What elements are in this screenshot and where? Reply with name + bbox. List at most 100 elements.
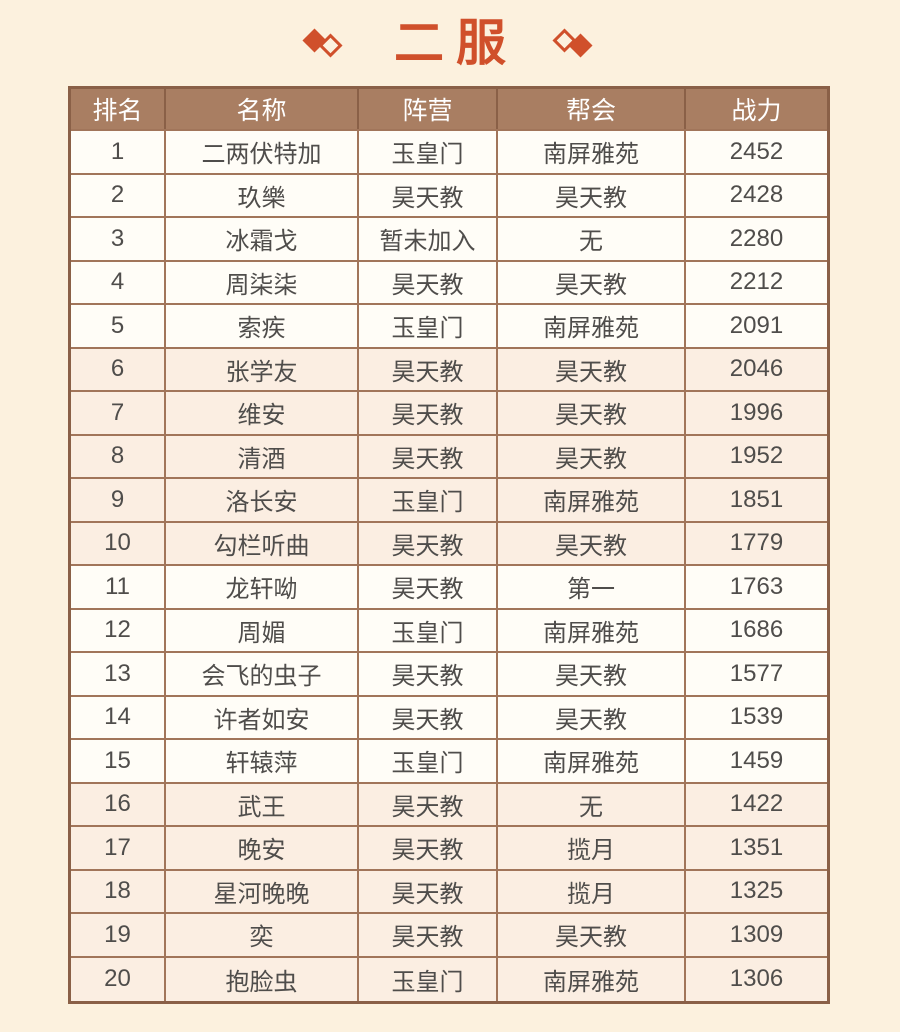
cell-power: 1309 bbox=[729, 920, 784, 948]
cell-name: 武王 bbox=[166, 783, 359, 825]
column-header-name: 名称 bbox=[166, 89, 359, 129]
cell-faction: 昊天教 bbox=[359, 783, 498, 825]
cell-guild: 无 bbox=[498, 218, 686, 260]
cell-guild: 昊天教 bbox=[498, 696, 686, 738]
cell-rank: 8 bbox=[71, 435, 166, 477]
cell-rank: 14 bbox=[71, 696, 166, 738]
cell-guild: 揽月 bbox=[498, 827, 686, 869]
table-row: 15 轩辕萍 玉皇门 南屏雅苑 1459 bbox=[71, 740, 827, 784]
cell-power: 1686 bbox=[729, 616, 784, 644]
cell-faction: 昊天教 bbox=[359, 522, 498, 564]
cell-rank: 15 bbox=[71, 740, 166, 782]
table-row: 16 武王 昊天教无 1422 bbox=[71, 783, 827, 827]
table-row: 7 维安 昊天教 昊天教 1996 bbox=[71, 392, 827, 436]
table-row: 20 抱脸虫 玉皇门 南屏雅苑 1306 bbox=[71, 957, 827, 1001]
table-row: 1 二两伏特加 玉皇门 南屏雅苑 2452 bbox=[71, 131, 827, 175]
cell-name: 清酒 bbox=[166, 435, 359, 477]
cell-faction: 昊天教 bbox=[359, 348, 498, 390]
cell-power: 1325 bbox=[729, 877, 784, 905]
table-row: 17 晚安 昊天教 揽月 1351 bbox=[71, 827, 827, 871]
ranking-table: 排名 名称 阵营 帮会 战力 1 二两伏特加 玉皇门 南屏雅苑 2452 2 玖樂 昊天教 昊天… bbox=[68, 86, 830, 1004]
cell-faction: 玉皇门 bbox=[359, 131, 498, 173]
table-row: 8 清酒 昊天教 昊天教 1952 bbox=[71, 435, 827, 479]
cell-faction: 昊天教 bbox=[359, 653, 498, 695]
cell-power: 2212 bbox=[729, 268, 784, 296]
table-row: 4 周柒柒 昊天教 昊天教 2212 bbox=[71, 261, 827, 305]
cell-power: 2428 bbox=[729, 181, 784, 209]
cell-power: 1851 bbox=[729, 485, 784, 513]
table-row: 9 洛长安 玉皇门 南屏雅苑 1851 bbox=[71, 479, 827, 523]
cell-guild: 南屏雅苑 bbox=[498, 609, 686, 651]
cell-power: 1996 bbox=[729, 398, 784, 426]
cell-rank: 20 bbox=[71, 957, 166, 1001]
table-row: 11 龙轩呦 昊天教 第一 1763 bbox=[71, 566, 827, 610]
title-bar: 二服 bbox=[0, 14, 900, 72]
cell-faction: 玉皇门 bbox=[359, 305, 498, 347]
cell-rank: 3 bbox=[71, 218, 166, 260]
cell-name: 轩辕萍 bbox=[166, 740, 359, 782]
page-title: 二服 bbox=[394, 13, 518, 72]
table-header-row: 排名 名称 阵营 帮会 战力 bbox=[71, 89, 827, 131]
cell-rank: 12 bbox=[71, 609, 166, 651]
cell-faction: 昊天教 bbox=[359, 174, 498, 216]
cell-faction: 暂未加入 bbox=[359, 218, 498, 260]
right-double-diamond-icon bbox=[550, 21, 600, 65]
cell-power: 1779 bbox=[729, 529, 784, 557]
cell-rank: 2 bbox=[71, 174, 166, 216]
cell-name: 会飞的虫子 bbox=[166, 653, 359, 695]
cell-faction: 玉皇门 bbox=[359, 957, 498, 1001]
cell-faction: 玉皇门 bbox=[359, 479, 498, 521]
cell-name: 张学友 bbox=[166, 348, 359, 390]
cell-name: 维安 bbox=[166, 392, 359, 434]
cell-power: 2280 bbox=[729, 224, 784, 252]
cell-faction: 玉皇门 bbox=[359, 740, 498, 782]
cell-name: 奕 bbox=[166, 914, 359, 956]
cell-guild: 揽月 bbox=[498, 870, 686, 912]
cell-guild: 昊天教 bbox=[498, 174, 686, 216]
cell-rank: 16 bbox=[71, 783, 166, 825]
cell-guild: 昊天教 bbox=[498, 435, 686, 477]
cell-name: 星河晚晚 bbox=[166, 870, 359, 912]
cell-power: 1422 bbox=[729, 790, 784, 818]
cell-name: 周柒柒 bbox=[166, 261, 359, 303]
left-double-diamond-icon bbox=[300, 21, 350, 65]
cell-name: 二两伏特加 bbox=[166, 131, 359, 173]
column-header-guild: 帮会 bbox=[498, 89, 686, 129]
cell-name: 许者如安 bbox=[166, 696, 359, 738]
cell-rank: 11 bbox=[71, 566, 166, 608]
cell-name: 抱脸虫 bbox=[166, 957, 359, 1001]
table-row: 6 张学友 昊天教 昊天教 2046 bbox=[71, 348, 827, 392]
table-row: 3 冰霜戈 暂未加入无 2280 bbox=[71, 218, 827, 262]
cell-guild: 昊天教 bbox=[498, 653, 686, 695]
cell-name: 勾栏听曲 bbox=[166, 522, 359, 564]
cell-faction: 昊天教 bbox=[359, 827, 498, 869]
cell-faction: 昊天教 bbox=[359, 696, 498, 738]
cell-power: 1763 bbox=[729, 572, 784, 600]
cell-faction: 昊天教 bbox=[359, 435, 498, 477]
column-header-rank: 排名 bbox=[71, 89, 166, 129]
table-row: 19 奕昊天教 昊天教 1309 bbox=[71, 914, 827, 958]
table-row: 14 许者如安 昊天教 昊天教 1539 bbox=[71, 696, 827, 740]
cell-faction: 昊天教 bbox=[359, 261, 498, 303]
cell-faction: 昊天教 bbox=[359, 566, 498, 608]
cell-faction: 昊天教 bbox=[359, 392, 498, 434]
cell-name: 周媚 bbox=[166, 609, 359, 651]
cell-rank: 5 bbox=[71, 305, 166, 347]
cell-power: 2046 bbox=[729, 355, 784, 383]
cell-guild: 昊天教 bbox=[498, 392, 686, 434]
cell-rank: 7 bbox=[71, 392, 166, 434]
cell-guild: 南屏雅苑 bbox=[498, 740, 686, 782]
cell-power: 1459 bbox=[729, 746, 784, 774]
cell-guild: 无 bbox=[498, 783, 686, 825]
cell-guild: 南屏雅苑 bbox=[498, 131, 686, 173]
cell-guild: 昊天教 bbox=[498, 522, 686, 564]
cell-power: 1306 bbox=[729, 965, 784, 993]
column-header-faction: 阵营 bbox=[359, 89, 498, 129]
cell-guild: 第一 bbox=[498, 566, 686, 608]
cell-faction: 玉皇门 bbox=[359, 609, 498, 651]
cell-rank: 6 bbox=[71, 348, 166, 390]
table-row: 2 玖樂 昊天教 昊天教 2428 bbox=[71, 174, 827, 218]
cell-power: 1577 bbox=[729, 659, 784, 687]
cell-power: 2452 bbox=[729, 137, 784, 165]
